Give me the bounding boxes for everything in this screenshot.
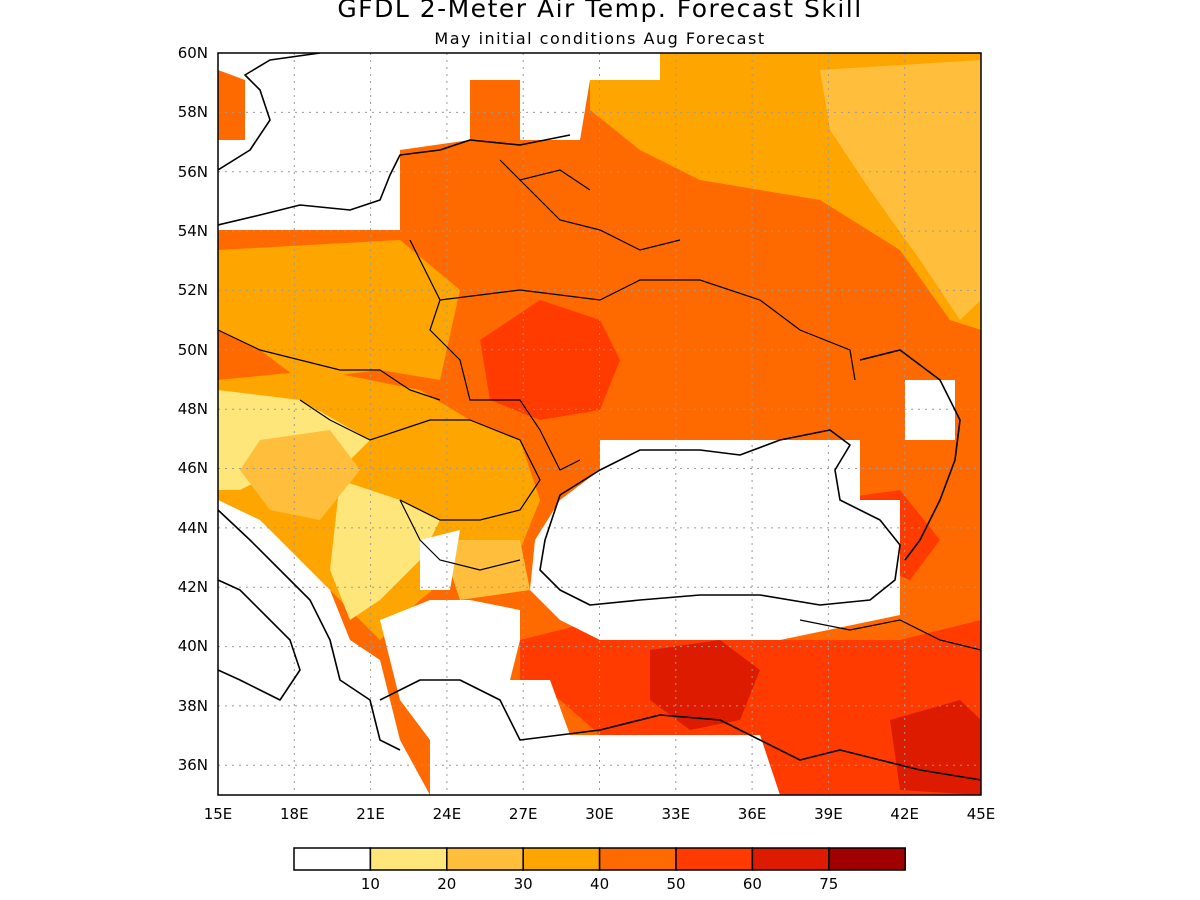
lat-label-44: 44N (178, 519, 208, 537)
border-bulgaria (399, 499, 521, 571)
lat-label-48: 48N (178, 400, 208, 418)
lat-label-38: 38N (178, 697, 208, 715)
border-poland-ukraine (409, 239, 581, 471)
skill-region-poland-core (290, 260, 440, 350)
sweden-coast (218, 53, 321, 171)
lat-axis: 36N 38N 40N 42N 44N 46N 48N 50N 52N 54N … (178, 44, 208, 774)
colorbar-swatch (598, 847, 677, 871)
skill-region-turkey (520, 615, 981, 795)
skill-region-ukraine-core (480, 300, 620, 420)
lat-label-56: 56N (178, 163, 208, 181)
black-sea-mask (530, 440, 900, 640)
lat-label-58: 58N (178, 103, 208, 121)
lon-label-30: 30E (585, 805, 614, 823)
colorbar-swatch (293, 847, 372, 871)
baltic-coast (218, 134, 571, 226)
coastlines (218, 53, 981, 781)
map-subtitle: May initial conditions Aug Forecast (434, 29, 766, 48)
skill-region-ne-light (820, 60, 981, 320)
colorbar-swatch (446, 847, 524, 871)
masked-areas (218, 53, 955, 795)
skill-region-volga (860, 420, 981, 520)
graticule (218, 53, 981, 795)
map-title: GFDL 2-Meter Air Temp. Forecast Skill (337, 0, 863, 23)
border-czech-slovakia (218, 329, 441, 401)
lon-label-27: 27E (509, 805, 538, 823)
baltic-mask (218, 53, 660, 230)
border-caucasus (799, 619, 981, 651)
border-romania (399, 419, 541, 521)
adriatic-coast (218, 509, 401, 751)
border-baltics (499, 159, 591, 191)
lat-label-42: 42N (178, 578, 208, 596)
skill-region-serbia (330, 480, 440, 620)
colorbar-swatch (369, 847, 448, 871)
border-russia-belarus (519, 179, 681, 251)
lon-label-15: 15E (204, 805, 233, 823)
lat-label-54: 54N (178, 222, 208, 240)
lat-label-36: 36N (178, 756, 208, 774)
aegean-mask (380, 600, 570, 740)
colorbar-label: 40 (590, 875, 609, 893)
caspian-mask (905, 380, 955, 440)
lon-label-36: 36E (738, 805, 767, 823)
lat-label-46: 46N (178, 459, 208, 477)
lon-label-42: 42E (890, 805, 919, 823)
lat-label-60: 60N (178, 44, 208, 62)
lon-axis: 15E 18E 21E 24E 27E 30E 33E 36E 39E 42E … (204, 805, 996, 823)
lon-label-39: 39E (814, 805, 843, 823)
lon-label-24: 24E (433, 805, 462, 823)
colorbar-swatch (675, 847, 754, 871)
caspian-approx (859, 349, 961, 561)
lon-label-33: 33E (662, 805, 691, 823)
border-hungary (299, 399, 470, 441)
colorbar-label: 20 (437, 875, 456, 893)
colorbar-label: 75 (819, 875, 838, 893)
skill-region-anatolia-core (650, 640, 760, 730)
colorbar-label: 10 (361, 875, 380, 893)
lon-label-21: 21E (356, 805, 385, 823)
colorbar-label: 60 (743, 875, 762, 893)
colorbar-swatch (522, 847, 601, 871)
skill-field (218, 53, 981, 795)
black-sea-coast (539, 429, 901, 606)
colorbar-swatch (751, 847, 830, 871)
colorbar: 10 20 30 40 50 60 75 (293, 847, 906, 893)
anatolia-south-coast (379, 679, 981, 781)
skill-region-slovenia (240, 430, 360, 520)
lon-label-18: 18E (280, 805, 309, 823)
borders (218, 159, 981, 651)
skill-region-bulgaria (440, 540, 530, 600)
lon-label-45: 45E (967, 805, 996, 823)
lat-label-52: 52N (178, 281, 208, 299)
adriatic-mask (218, 500, 430, 795)
border-belarus-ukraine (439, 279, 856, 381)
colorbar-label: 30 (514, 875, 533, 893)
colorbar-swatch (828, 847, 906, 871)
skill-region-east-core (890, 700, 981, 795)
lat-label-40: 40N (178, 637, 208, 655)
colorbar-label: 50 (666, 875, 685, 893)
lat-label-50: 50N (178, 341, 208, 359)
italy-coast (218, 579, 301, 701)
map-frame (217, 52, 982, 796)
